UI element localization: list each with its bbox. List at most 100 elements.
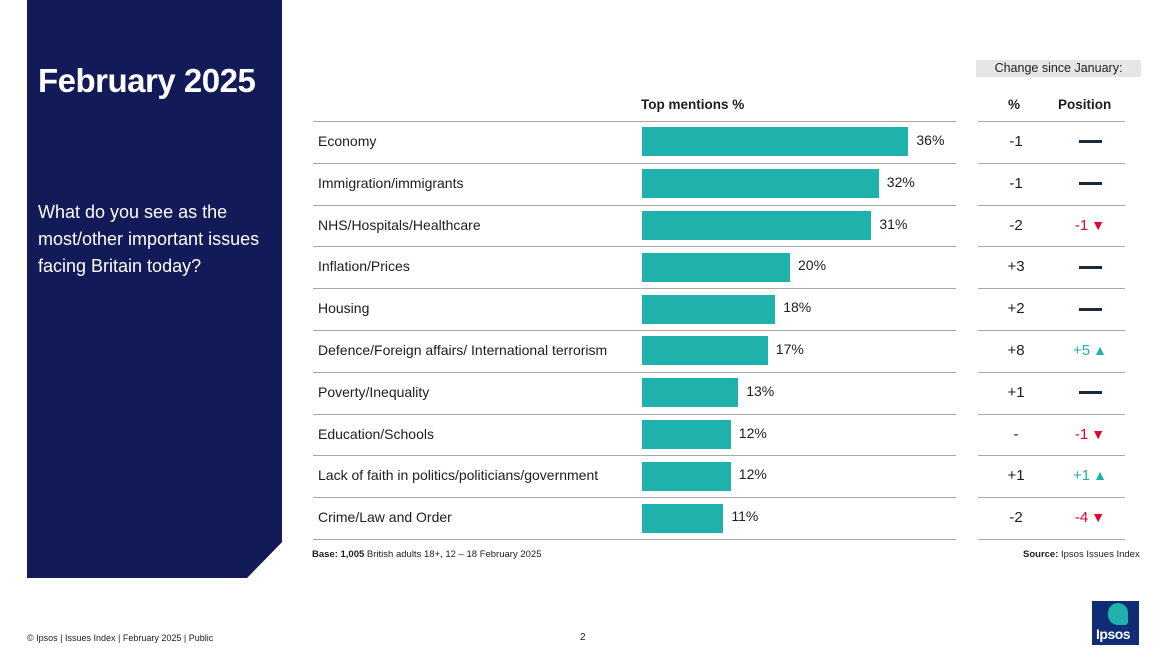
- issue-bar: [642, 127, 909, 157]
- bar-value-label: 13%: [746, 382, 775, 399]
- issue-bar: [642, 503, 724, 533]
- position-change-value: -1: [1074, 216, 1089, 234]
- position-change: [1050, 175, 1130, 192]
- row-divider: [978, 246, 1125, 248]
- row-divider: [313, 204, 956, 206]
- bar-value-label: 36%: [916, 131, 945, 148]
- bar-value-label: 18%: [783, 299, 812, 316]
- issue-bar: [642, 211, 872, 240]
- row-divider: [978, 204, 1125, 206]
- row-divider: [978, 288, 1125, 290]
- position-change: [1050, 300, 1130, 317]
- pct-change-value: -2: [1009, 509, 1023, 527]
- row-divider: [313, 371, 956, 373]
- issue-label: Inflation/Prices: [318, 258, 410, 275]
- logo-text: Ipsos: [1096, 626, 1131, 642]
- no-change-dash-icon: [1078, 140, 1102, 144]
- row-divider: [313, 539, 956, 540]
- pct-change-value: -1: [1009, 174, 1023, 192]
- bar-value-label: 11%: [731, 508, 759, 525]
- issue-bar: [642, 252, 790, 282]
- issue-label: NHS/Hospitals/Healthcare: [318, 216, 481, 233]
- up-triangle-icon: ▲: [1093, 341, 1107, 358]
- issue-label: Defence/Foreign affairs/ International t…: [318, 341, 608, 358]
- issue-label: Poverty/Inequality: [318, 383, 430, 400]
- issue-label: Housing: [318, 300, 370, 317]
- down-triangle-icon: ▼: [1091, 425, 1106, 442]
- page-title: February 2025: [38, 62, 256, 99]
- no-change-dash-icon: [1078, 307, 1102, 311]
- issue-bar: [642, 420, 731, 449]
- source-text: Ipsos Issues Index: [1058, 549, 1140, 560]
- pct-change-value: -: [1013, 425, 1019, 443]
- position-change-value: +5: [1073, 341, 1091, 359]
- row-divider: [313, 288, 956, 290]
- source-label: Source:: [1023, 549, 1059, 560]
- row-divider: [313, 413, 956, 415]
- issue-label: Lack of faith in politics/politicians/go…: [318, 467, 599, 484]
- issue-label: Education/Schools: [318, 425, 434, 442]
- issue-label: Economy: [318, 132, 377, 149]
- issue-label: Immigration/immigrants: [318, 174, 464, 191]
- down-triangle-icon: ▼: [1091, 509, 1106, 526]
- row-divider: [978, 455, 1125, 457]
- position-change-value: -4: [1074, 509, 1089, 527]
- bar-value-label: 31%: [879, 215, 908, 232]
- position-change: +5 ▲: [1050, 342, 1130, 359]
- base-note: Base: 1,005 British adults 18+, 12 – 18 …: [312, 549, 541, 560]
- bar-value-label: 20%: [798, 257, 827, 274]
- pct-change-header: %: [1008, 97, 1021, 112]
- no-change-dash-icon: [1078, 182, 1102, 186]
- down-triangle-icon: ▼: [1091, 216, 1106, 233]
- issue-bar: [642, 336, 768, 366]
- issue-label: Crime/Law and Order: [318, 509, 452, 526]
- position-change: -1 ▼: [1050, 426, 1130, 443]
- issue-bar: [642, 378, 739, 408]
- change-since-header: Change since January:: [976, 60, 1141, 77]
- base-text: British adults 18+, 12 – 18 February 202…: [364, 549, 542, 560]
- position-header: Position: [1058, 97, 1112, 112]
- position-change: [1050, 384, 1130, 401]
- source-note: Source: Ipsos Issues Index: [1023, 549, 1140, 560]
- issue-bar: [642, 294, 776, 324]
- bar-value-label: 12%: [738, 466, 767, 483]
- row-divider: [978, 539, 1125, 540]
- issue-bar: [642, 461, 731, 491]
- position-change: [1050, 133, 1130, 150]
- base-label: Base: 1,005: [312, 549, 365, 560]
- pct-change-value: -1: [1009, 132, 1023, 150]
- bar-value-label: 12%: [738, 424, 767, 441]
- pct-change-value: +3: [1007, 258, 1025, 276]
- row-divider: [978, 330, 1125, 331]
- position-change: [1050, 258, 1130, 275]
- no-change-dash-icon: [1078, 265, 1102, 269]
- bar-value-label: 17%: [775, 340, 804, 357]
- position-change: -4 ▼: [1050, 509, 1130, 526]
- title-panel: February 2025 What do you see as the mos…: [27, 0, 282, 578]
- row-divider: [313, 455, 956, 457]
- page-number: 2: [580, 632, 586, 643]
- pct-change-value: +8: [1007, 341, 1025, 359]
- row-divider: [978, 413, 1125, 415]
- issue-bar: [642, 169, 879, 199]
- row-divider: [313, 497, 956, 499]
- row-divider: [313, 162, 956, 164]
- row-divider: [313, 121, 956, 122]
- no-change-dash-icon: [1078, 391, 1102, 395]
- pct-change-value: -2: [1009, 216, 1023, 234]
- position-change: +1 ▲: [1050, 467, 1130, 484]
- pct-change-value: +1: [1007, 467, 1025, 485]
- up-triangle-icon: ▲: [1093, 467, 1107, 484]
- row-divider: [978, 162, 1125, 164]
- bar-value-label: 32%: [886, 173, 915, 190]
- row-divider: [978, 371, 1125, 373]
- pct-change-value: +2: [1007, 300, 1025, 318]
- row-divider: [313, 330, 956, 331]
- row-divider: [313, 246, 956, 248]
- logo-mark: [1108, 603, 1128, 625]
- footer-text: © Ipsos | Issues Index | February 2025 |…: [27, 633, 214, 643]
- position-change: -1 ▼: [1050, 217, 1130, 234]
- ipsos-logo: Ipsos: [1092, 601, 1139, 645]
- row-divider: [978, 121, 1125, 122]
- pct-change-value: +1: [1007, 383, 1025, 401]
